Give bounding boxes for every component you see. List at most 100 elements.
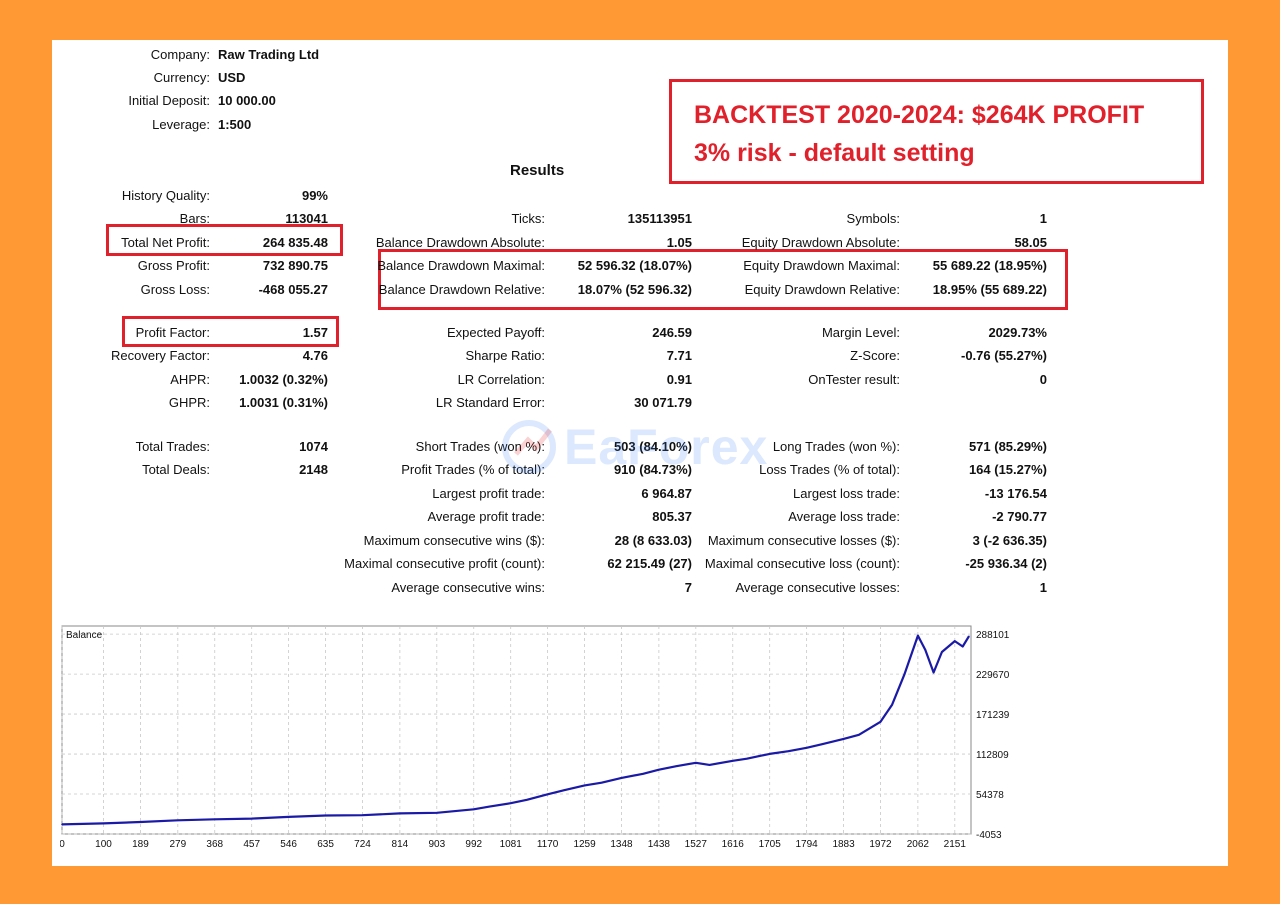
maximal-consecutive-profit-count-value: 62 215.49 (27)	[607, 556, 692, 571]
balance-point	[546, 793, 549, 796]
y-tick-label: 112809	[976, 750, 1009, 761]
total-deals-value: 2148	[299, 462, 328, 477]
balance-drawdown-absolute-label: Balance Drawdown Absolute:	[375, 235, 545, 250]
x-tick-label: 100	[95, 839, 112, 850]
balance-point	[858, 733, 860, 736]
average-consecutive-losses-value: 1	[1039, 580, 1047, 595]
x-tick-label: 546	[280, 839, 297, 850]
equity-drawdown-relative-label: Equity Drawdown Relative:	[744, 282, 900, 297]
ahpr-label: AHPR:	[170, 372, 210, 387]
bars-value: 113041	[285, 211, 328, 226]
largest-profit-trade-label: Largest profit trade:	[432, 486, 545, 501]
gross-loss-label: Gross Loss:	[140, 282, 210, 297]
equity-drawdown-maximal-label: Equity Drawdown Maximal:	[743, 258, 900, 273]
balance-point	[891, 703, 893, 706]
x-tick-label: 1705	[759, 839, 782, 850]
balance-point	[695, 762, 697, 764]
balance-point	[177, 819, 179, 822]
x-tick-label: 457	[243, 839, 260, 850]
history-quality-value: 99%	[301, 188, 328, 203]
balance-point	[250, 817, 253, 820]
gross-profit-value: 732 890.75	[262, 258, 328, 273]
results-title: Results	[510, 162, 565, 179]
balance-point	[324, 814, 327, 817]
average-profit-trade-value: 805.37	[652, 509, 692, 524]
x-tick-label: 1081	[500, 839, 523, 850]
symbols-value: 1	[1039, 211, 1047, 226]
sharpe-ratio-value: 7.71	[666, 348, 692, 363]
largest-profit-trade-value: 6 964.87	[641, 486, 692, 501]
y-tick-label: 288101	[976, 630, 1010, 641]
balance-point	[768, 753, 771, 755]
x-tick-label: 1527	[685, 839, 708, 850]
balance-point	[361, 814, 364, 816]
y-tick-label: 229670	[976, 670, 1010, 681]
gross-profit-label: Gross Profit:	[137, 258, 210, 273]
equity-drawdown-absolute-label: Equity Drawdown Absolute:	[741, 235, 900, 250]
balance-point	[954, 640, 956, 642]
drawdown-highlight	[378, 249, 1068, 310]
backtest-banner: BACKTEST 2020-2024: $264K PROFIT 3% risk…	[669, 79, 1204, 184]
loss-trades-of-total-label: Loss Trades (% of total):	[759, 462, 900, 477]
balance-point	[968, 635, 970, 638]
balance-point	[526, 798, 528, 801]
x-tick-label: 0	[60, 839, 65, 850]
x-tick-label: 2151	[944, 839, 967, 850]
average-loss-trade-value: -2 790.77	[992, 509, 1047, 524]
leverage-label: Leverage:	[152, 117, 210, 132]
average-consecutive-wins-label: Average consecutive wins:	[391, 580, 545, 595]
expected-payoff-label: Expected Payoff:	[446, 325, 545, 340]
balance-point	[903, 673, 906, 675]
equity-drawdown-absolute-value: 58.05	[1014, 235, 1047, 250]
maximum-consecutive-losses-label: Maximum consecutive losses ($):	[707, 533, 900, 548]
banner-line-1: BACKTEST 2020-2024: $264K PROFIT	[694, 101, 1145, 129]
maximum-consecutive-losses-value: 3 (-2 636.35)	[972, 533, 1047, 548]
balance-chart: 0 100 189 279 368 457 546 635 724 814 903 992 1081 11…	[60, 625, 1010, 850]
loss-trades-of-total-value: 164 (15.27%)	[968, 462, 1047, 477]
balance-point	[961, 645, 964, 648]
average-loss-trade-label: Average loss trade:	[788, 509, 900, 524]
maximum-consecutive-wins-value: 28 (8 633.03)	[614, 533, 692, 548]
margin-level-value: 2029.73%	[988, 325, 1047, 340]
lr-correlation-label: LR Correlation:	[457, 372, 545, 387]
maximal-consecutive-profit-count-label: Maximal consecutive profit (count):	[344, 556, 545, 571]
balance-point	[583, 784, 586, 787]
balance-point	[805, 746, 808, 749]
balance-point	[731, 759, 734, 762]
balance-point	[787, 750, 790, 752]
x-tick-label: 279	[169, 839, 186, 850]
margin-level-label: Margin Level:	[821, 325, 900, 340]
x-tick-label: 1883	[832, 839, 855, 850]
balance-point	[820, 743, 823, 746]
net-profit-highlight	[106, 224, 343, 256]
balance-point	[917, 634, 919, 637]
equity-drawdown-maximal-value: 55 689.22 (18.95%)	[932, 258, 1047, 273]
ticks-label: Ticks:	[511, 211, 545, 226]
recovery-factor-value: 4.76	[302, 348, 328, 363]
balance-point	[399, 812, 401, 815]
total-net-profit-label: Total Net Profit:	[121, 235, 210, 250]
balance-point	[600, 781, 603, 784]
balance-drawdown-relative-value: 18.07% (52 596.32)	[577, 282, 692, 297]
lr-standard-error-label: LR Standard Error:	[435, 395, 545, 410]
initial-deposit-value: 10 000.00	[218, 93, 276, 108]
balance-point	[842, 738, 845, 740]
profit-factor-label: Profit Factor:	[135, 325, 210, 340]
leverage-value: 1:500	[218, 117, 252, 132]
z-score-value: -0.76 (55.27%)	[961, 348, 1047, 363]
total-deals-label: Total Deals:	[142, 462, 210, 477]
long-trades-won-label: Long Trades (won %):	[772, 439, 900, 454]
average-consecutive-losses-label: Average consecutive losses:	[735, 580, 900, 595]
profit-trades-of-total-value: 910 (84.73%)	[613, 462, 692, 477]
balance-point	[563, 789, 566, 791]
gross-loss-value: -468 055.27	[258, 282, 328, 297]
total-trades-label: Total Trades:	[135, 439, 210, 454]
chart-plot-area	[61, 625, 972, 835]
ontester-result-label: OnTester result:	[808, 372, 900, 387]
maximum-consecutive-wins-label: Maximum consecutive wins ($):	[363, 533, 545, 548]
balance-point	[932, 671, 935, 674]
bars-label: Bars:	[179, 211, 210, 226]
average-profit-trade-label: Average profit trade:	[427, 509, 545, 524]
x-tick-label: 903	[428, 839, 445, 850]
short-trades-won-label: Short Trades (won %):	[415, 439, 545, 454]
